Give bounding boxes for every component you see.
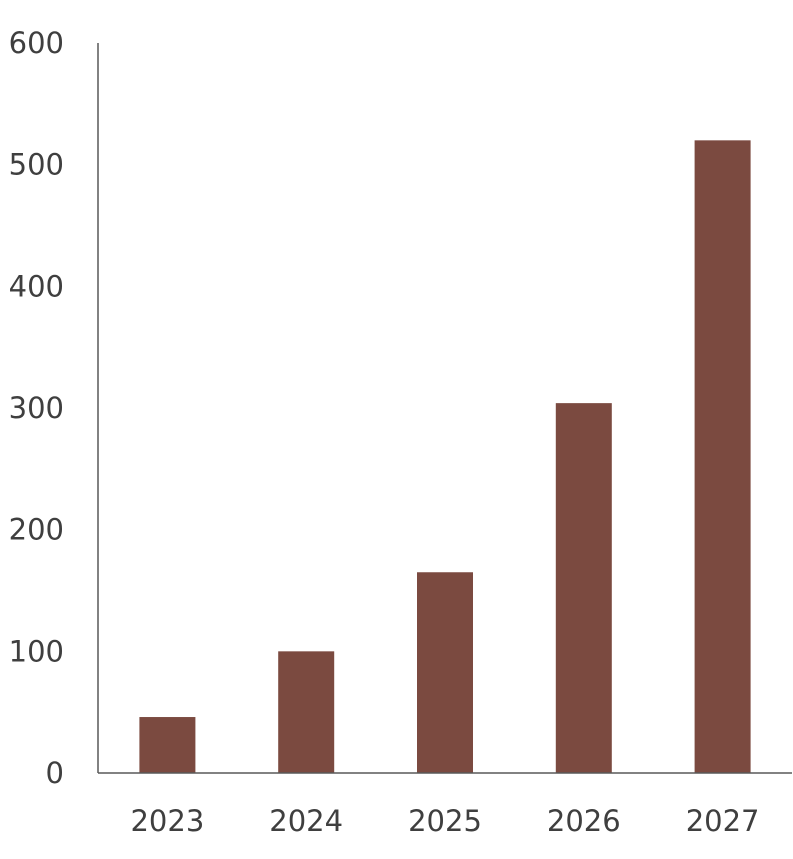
x-tick-label: 2027 (686, 804, 760, 838)
bar-2025 (417, 572, 473, 773)
x-tick-label: 2026 (547, 804, 621, 838)
y-tick-label: 400 (9, 269, 64, 303)
bar-2024 (278, 651, 335, 773)
y-tick-label: 600 (9, 26, 64, 60)
x-tick-label: 2023 (130, 804, 204, 838)
y-tick-label: 200 (9, 513, 64, 547)
x-tick-label: 2024 (269, 804, 343, 838)
x-tick-label: 2025 (408, 804, 482, 838)
bars (139, 140, 751, 774)
y-tick-label: 300 (9, 391, 64, 425)
bar-2023 (139, 717, 196, 773)
y-axis-tick-labels: 0 100 200 300 400 500 600 (9, 26, 64, 790)
x-axis-tick-labels: 2023 2024 2025 2026 2027 (130, 804, 759, 838)
y-tick-label: 100 (9, 634, 64, 668)
bar-2027 (694, 140, 751, 774)
bar-2026 (555, 403, 612, 773)
y-tick-label: 500 (9, 148, 64, 182)
y-tick-label: 0 (46, 756, 64, 790)
